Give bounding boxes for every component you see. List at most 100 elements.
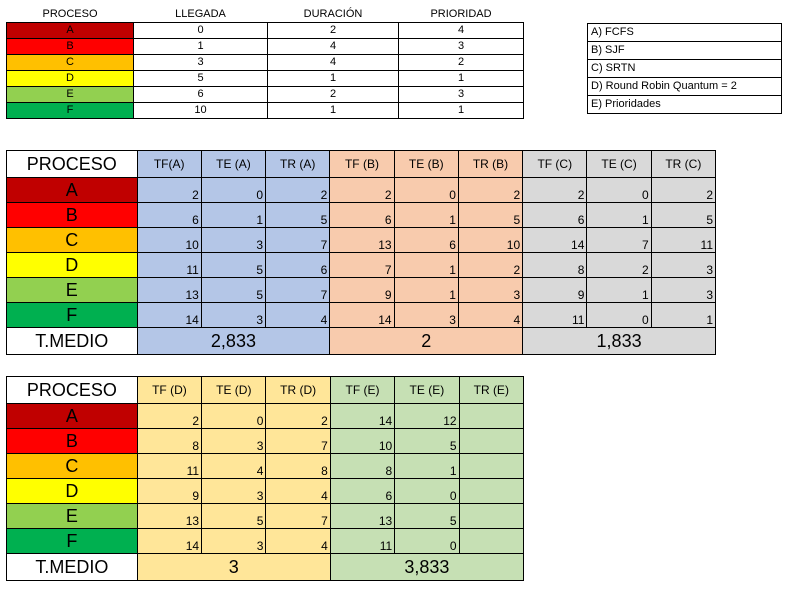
- value-cell: 14: [329, 302, 395, 328]
- prioridad-cell: 4: [398, 22, 524, 39]
- value-cell: 0: [201, 403, 267, 429]
- col-header: TF (C): [522, 150, 588, 178]
- list-item: B) SJF: [587, 41, 782, 60]
- value-cell: 7: [265, 503, 331, 529]
- llegada-cell: 6: [133, 86, 268, 103]
- value-cell: 10: [329, 428, 396, 454]
- value-cell: 0: [393, 177, 459, 203]
- value-cell: 0: [394, 528, 460, 554]
- value-cell: 12: [394, 403, 460, 429]
- duracion-cell: 2: [267, 22, 399, 39]
- value-cell: 4: [457, 302, 524, 328]
- value-cell: 5: [200, 252, 267, 278]
- value-cell: [458, 453, 525, 479]
- value-cell: 6: [265, 252, 331, 278]
- col-header: TE (D): [201, 376, 267, 404]
- process-cell: E: [6, 277, 138, 303]
- table-row: F 14 3 4 14 3 4 11 0 1: [6, 302, 717, 328]
- value-cell: 8: [329, 453, 396, 479]
- process-cell: F: [6, 102, 134, 119]
- col-header: TR (B): [457, 150, 524, 178]
- value-cell: 10: [457, 227, 524, 253]
- legend-fcfs: A) FCFS: [587, 23, 782, 42]
- value-cell: 3: [201, 478, 267, 504]
- value-cell: 4: [265, 528, 331, 554]
- value-cell: 4: [201, 453, 267, 479]
- llegada-cell: 10: [133, 102, 268, 119]
- value-cell: 5: [200, 277, 267, 303]
- value-cell: 13: [136, 277, 202, 303]
- value-cell: 4: [265, 478, 331, 504]
- prioridad-cell: 1: [398, 102, 524, 119]
- col-header: TF(A): [136, 150, 202, 178]
- col-header: TE (E): [394, 376, 460, 404]
- value-cell: 11: [136, 453, 203, 479]
- list-item: D) Round Robin Quantum = 2: [587, 77, 782, 96]
- value-cell: 4: [265, 302, 331, 328]
- value-cell: [458, 478, 525, 504]
- value-cell: 3: [650, 277, 717, 303]
- legend-srtn: C) SRTN: [587, 59, 782, 78]
- col-header: TF (D): [136, 376, 203, 404]
- value-cell: 5: [394, 503, 460, 529]
- value-cell: 1: [586, 202, 652, 228]
- value-cell: 1: [393, 202, 459, 228]
- value-cell: 10: [136, 227, 202, 253]
- table-row: B 1 4 3: [6, 38, 524, 55]
- info-header-prioridad: PRIORIDAD: [398, 7, 524, 23]
- process-cell: D: [6, 478, 138, 504]
- process-cell: E: [6, 503, 138, 529]
- process-cell: F: [6, 302, 138, 328]
- value-cell: [458, 528, 525, 554]
- average-row: T.MEDIO 3 3,833: [6, 553, 525, 581]
- value-cell: [458, 428, 525, 454]
- col-header: TF (E): [329, 376, 396, 404]
- col-header: TR (A): [265, 150, 331, 178]
- table-row: E 13 5 7 9 1 3 9 1 3: [6, 277, 717, 303]
- duracion-cell: 1: [267, 70, 399, 87]
- table-row: B 8 3 7 10 5: [6, 428, 525, 454]
- value-cell: 0: [200, 177, 267, 203]
- info-header-duracion: DURACIÓN: [267, 7, 399, 23]
- value-cell: [458, 403, 525, 429]
- table-row: C 10 3 7 13 6 10 14 7 11: [6, 227, 717, 253]
- list-item: A) FCFS: [587, 23, 782, 42]
- value-cell: 6: [522, 202, 588, 228]
- value-cell: 1: [393, 252, 459, 278]
- legend-round-robin: D) Round Robin Quantum = 2: [587, 77, 782, 96]
- value-cell: 3: [200, 302, 267, 328]
- value-cell: 11: [136, 252, 202, 278]
- average-prioridades: 3,833: [329, 553, 525, 581]
- value-cell: 2: [265, 177, 331, 203]
- value-cell: 3: [457, 277, 524, 303]
- info-header-row: PROCESO LLEGADA DURACIÓN PRIORIDAD: [6, 7, 524, 23]
- value-cell: 9: [329, 277, 395, 303]
- value-cell: 3: [200, 227, 267, 253]
- col-header: TF (B): [329, 150, 395, 178]
- llegada-cell: 0: [133, 22, 268, 39]
- llegada-cell: 1: [133, 38, 268, 55]
- value-cell: 2: [457, 252, 524, 278]
- value-cell: 2: [329, 177, 395, 203]
- average-row: T.MEDIO 2,833 2 1,833: [6, 327, 716, 355]
- value-cell: 14: [329, 403, 396, 429]
- process-cell: A: [6, 403, 138, 429]
- process-cell: A: [6, 177, 138, 203]
- table-row: F 10 1 1: [6, 102, 524, 119]
- value-cell: 3: [650, 252, 717, 278]
- average-label: T.MEDIO: [6, 553, 138, 581]
- duracion-cell: 2: [267, 86, 399, 103]
- prioridad-cell: 1: [398, 70, 524, 87]
- value-cell: 9: [522, 277, 588, 303]
- value-cell: 0: [586, 302, 652, 328]
- value-cell: 9: [136, 478, 203, 504]
- process-cell: B: [6, 202, 138, 228]
- process-cell: B: [6, 38, 134, 55]
- table-row: E 13 5 7 13 5: [6, 503, 525, 529]
- table-row: D 5 1 1: [6, 70, 524, 87]
- duracion-cell: 4: [267, 54, 399, 71]
- value-cell: 13: [329, 227, 395, 253]
- value-cell: 7: [329, 252, 395, 278]
- llegada-cell: 5: [133, 70, 268, 87]
